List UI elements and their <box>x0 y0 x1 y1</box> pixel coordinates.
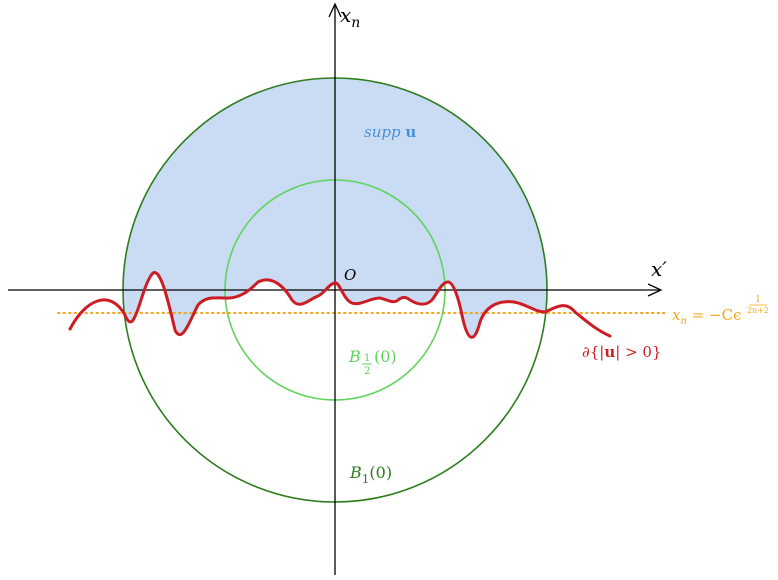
svg-text:B: B <box>348 347 361 366</box>
svg-text:(0): (0) <box>374 347 397 366</box>
svg-text:xn = −Cϵ: xn = −Cϵ <box>672 306 741 327</box>
horizontal-axis-arrowhead <box>647 283 663 297</box>
origin-label: O <box>344 266 356 284</box>
free-boundary-curve <box>68 271 612 339</box>
free-boundary-label: ∂{|u| > 0} <box>582 343 662 361</box>
outer-ball-label: B1(0) <box>349 463 392 486</box>
support-label: supp u <box>364 123 416 141</box>
svg-text:2: 2 <box>364 366 370 377</box>
horizontal-axis-label: x′ <box>651 257 667 281</box>
inner-ball-label: B 1 2 (0) <box>348 347 397 377</box>
svg-text:1: 1 <box>364 353 370 364</box>
level-line-label: xn = −Cϵ 1 2n+2 <box>672 295 769 327</box>
vertical-axis-arrowhead <box>328 2 342 18</box>
svg-text:2n+2: 2n+2 <box>747 306 769 315</box>
svg-text:1: 1 <box>755 295 761 305</box>
vertical-axis-label: xn <box>340 3 360 31</box>
